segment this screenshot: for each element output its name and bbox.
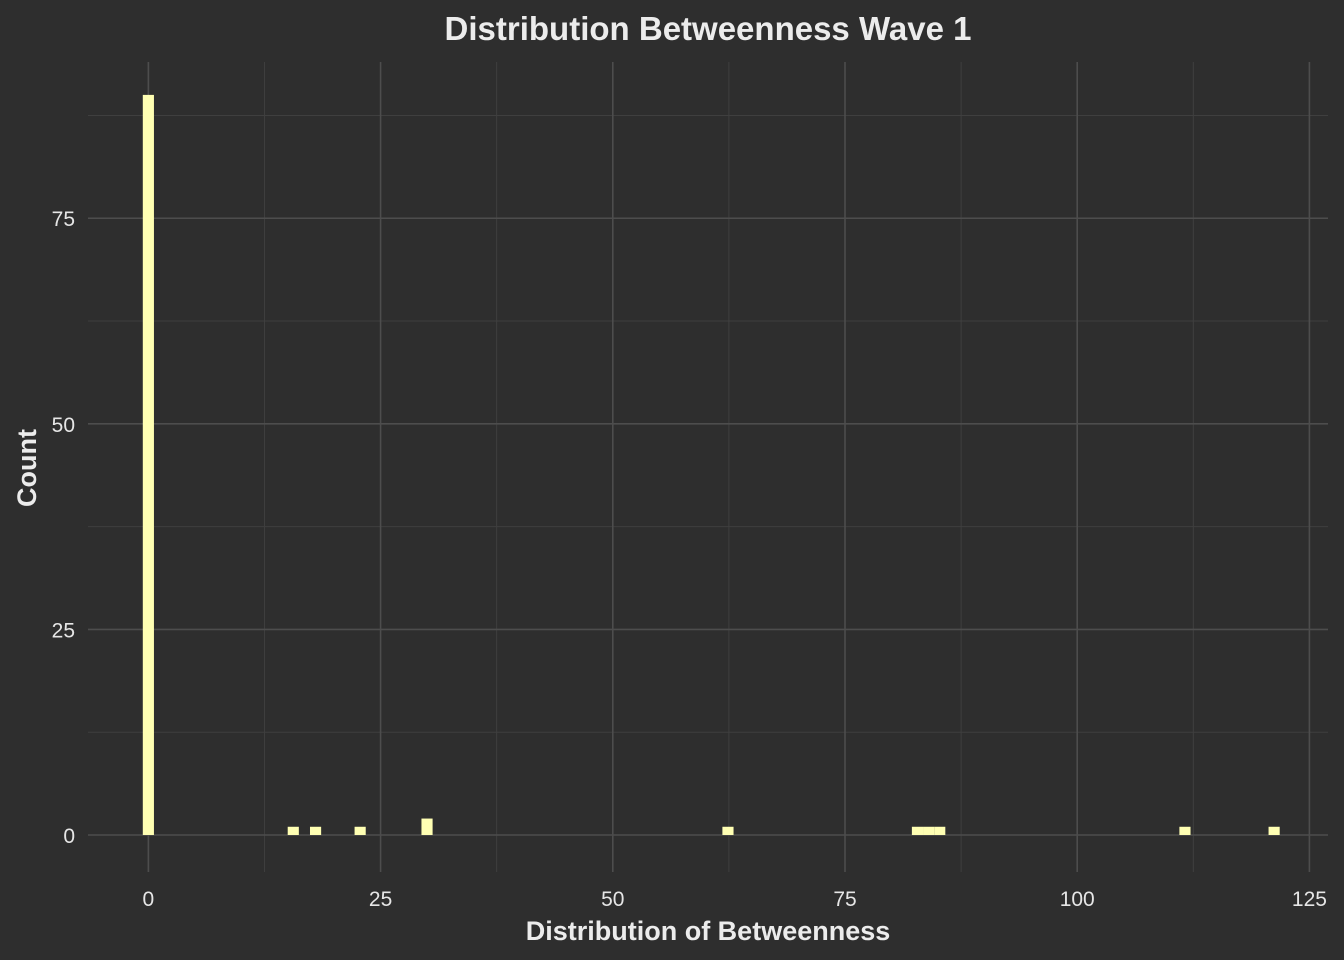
x-tick-labels: 0 25 50 75 100 125 [143, 888, 1327, 911]
histogram-bar [1179, 826, 1191, 835]
y-tick-label: 75 [52, 208, 75, 231]
chart-title: Distribution Betweenness Wave 1 [445, 10, 972, 47]
bars [142, 94, 1280, 835]
histogram-bar [421, 818, 433, 835]
grid-lines [88, 62, 1328, 872]
y-tick-label: 25 [52, 619, 75, 642]
histogram-bar [1268, 826, 1280, 835]
histogram-bar [934, 826, 946, 835]
histogram-bar [287, 826, 299, 835]
x-tick-label: 50 [601, 888, 624, 911]
x-axis-title: Distribution of Betweenness [526, 916, 891, 946]
histogram-bar [309, 826, 322, 835]
x-tick-label: 125 [1292, 888, 1327, 911]
histogram-bar [142, 94, 154, 835]
histogram-bar [923, 826, 935, 835]
x-tick-label: 25 [369, 888, 392, 911]
x-tick-label: 0 [143, 888, 155, 911]
histogram-bar [911, 826, 924, 835]
x-tick-label: 100 [1060, 888, 1095, 911]
histogram-bar [722, 826, 734, 835]
histogram-bar [354, 826, 366, 835]
y-tick-label: 0 [63, 825, 75, 848]
y-tick-labels: 0 25 50 75 [52, 208, 75, 848]
y-axis-title: Count [12, 429, 42, 507]
x-tick-label: 75 [833, 888, 856, 911]
y-tick-label: 50 [52, 414, 75, 437]
